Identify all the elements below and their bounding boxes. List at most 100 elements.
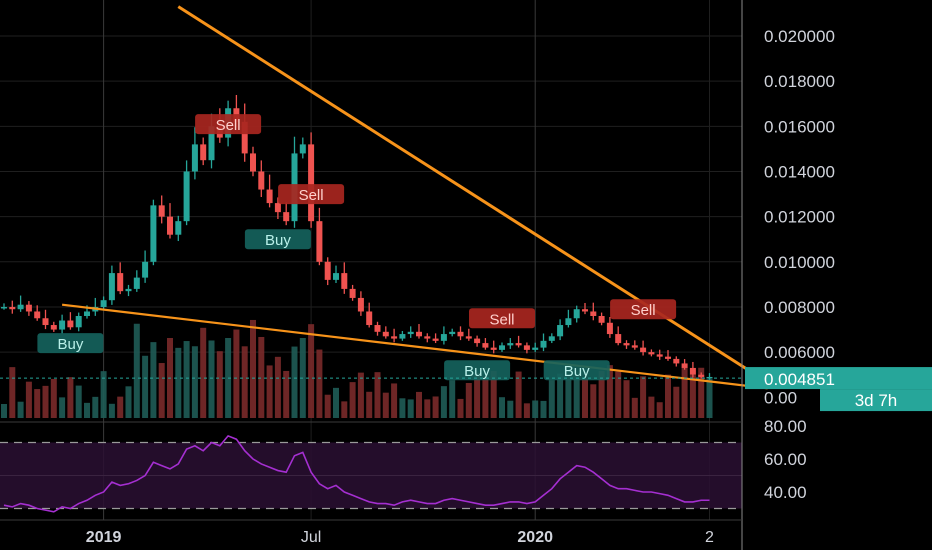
volume-bar (142, 355, 149, 418)
signal-label: Buy (464, 363, 490, 380)
volume-bar (241, 346, 248, 418)
candle-body (416, 331, 422, 337)
candle-body (100, 300, 107, 307)
volume-bar (449, 380, 456, 418)
volume-bar (200, 327, 207, 418)
candle-body (117, 273, 124, 292)
volume-bar (1, 404, 7, 418)
candle-body (640, 347, 647, 353)
volume-bar (565, 379, 572, 418)
signal-label: Sell (631, 302, 656, 319)
volume-bar (573, 377, 580, 418)
volume-bar (100, 371, 107, 418)
candle-body (250, 153, 256, 172)
volume-bar (133, 323, 140, 418)
candle-body (241, 121, 248, 154)
time-tick-label: 2020 (517, 529, 553, 546)
signal-label: Buy (564, 363, 590, 380)
time-tick-label: 2 (705, 529, 714, 546)
candle-body (183, 171, 190, 222)
candle-body (540, 340, 547, 348)
candle-body (50, 325, 57, 330)
volume-bar (689, 375, 696, 418)
rsi-pane (0, 434, 742, 513)
signal-label: Sell (216, 117, 241, 134)
volume-bar (540, 400, 547, 418)
candle-body (557, 325, 564, 337)
volume-bar (191, 346, 198, 418)
volume-bar (9, 367, 16, 418)
volume-bar (59, 397, 66, 418)
volume-bar (158, 363, 165, 418)
volume-bar (665, 374, 671, 418)
volume-bar (440, 386, 447, 418)
volume-bar (557, 373, 564, 418)
candle-body (499, 345, 505, 350)
candle-body (565, 318, 572, 326)
volume-bar (125, 386, 132, 418)
rsi-line (3, 434, 710, 513)
candle-body (515, 343, 522, 346)
volume-bar (341, 401, 348, 418)
signal-box (244, 229, 311, 250)
candle-body (59, 320, 66, 330)
volume-bar (482, 376, 489, 418)
candle-body (482, 343, 489, 348)
signal-label: Sell (299, 187, 324, 204)
candle-body (432, 338, 439, 341)
volume-bar (92, 396, 99, 418)
volume-bar (291, 346, 298, 418)
candle-body (681, 363, 688, 368)
candle-body (440, 334, 447, 341)
volume-bar (108, 403, 115, 418)
volume-bar (250, 319, 256, 418)
volume-bar (656, 402, 663, 418)
volume-bar (382, 392, 389, 418)
candle-body (341, 273, 348, 289)
volume-bar (84, 402, 90, 418)
candle-body (573, 309, 580, 319)
candle-body (648, 352, 655, 355)
time-tick-label: Jul (301, 529, 321, 546)
candle-body (382, 331, 389, 337)
candle-body (656, 354, 663, 357)
signal-box (444, 360, 511, 381)
candle-body (191, 144, 198, 172)
volume-bar (17, 401, 24, 418)
price-tick-label: 0.012000 (764, 208, 835, 227)
volume-bar (623, 380, 630, 418)
signal-box (543, 360, 610, 381)
candle-body (324, 261, 331, 280)
volume-bar (548, 380, 555, 418)
volume-bar (490, 370, 497, 418)
candle-body (25, 304, 32, 312)
grid-lines (0, 0, 742, 520)
volume-bar (640, 376, 647, 418)
volume-bar (681, 367, 688, 418)
candle-body (490, 347, 497, 350)
candle-body (631, 345, 638, 348)
volume-bar (67, 377, 74, 418)
candle-body (133, 277, 140, 289)
price-tick-label: 0.020000 (764, 27, 835, 46)
candle-body (150, 205, 157, 262)
candle-body (689, 367, 696, 375)
volume-bar (266, 365, 273, 418)
signal-box (469, 308, 535, 329)
volume-bar (523, 403, 530, 418)
candle-body (598, 316, 605, 323)
candle-body (357, 297, 364, 312)
volume-bar (507, 400, 514, 418)
candle-body (698, 374, 705, 377)
volume-bar (432, 396, 439, 418)
last-price-tag-bg (745, 367, 932, 390)
volume-bar (258, 336, 265, 418)
volume-bar (208, 340, 215, 418)
candle-body (507, 343, 514, 346)
volume-bar (283, 370, 290, 418)
candle-body (523, 345, 530, 350)
volume-bar (42, 385, 49, 418)
candle-body (67, 320, 74, 328)
